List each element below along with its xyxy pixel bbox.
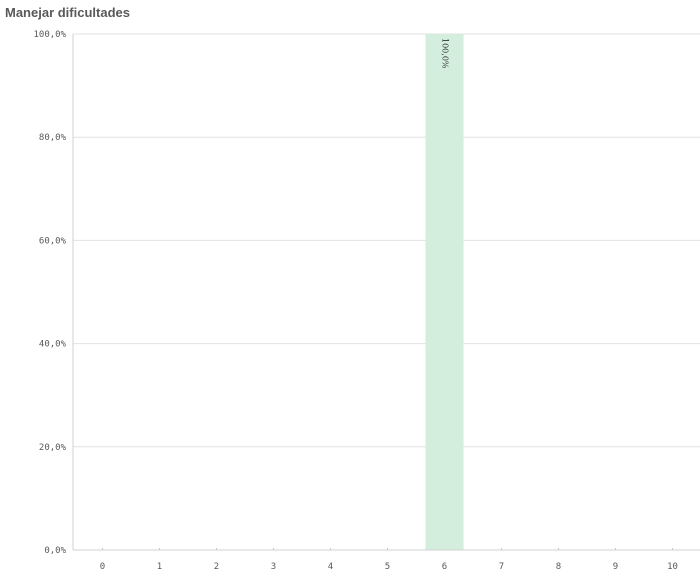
x-tick-label: 2 [214,562,219,572]
y-tick-label: 0,0% [44,546,66,556]
x-tick-label: 6 [442,562,447,572]
x-tick-label: 4 [328,562,333,572]
y-tick-label: 40,0% [39,340,67,350]
x-tick-label: 7 [499,562,504,572]
y-tick-label: 60,0% [39,236,67,246]
y-tick-label: 20,0% [39,443,67,453]
bar-data-label: 100,0% [441,38,450,69]
x-tick-label: 8 [556,562,561,572]
x-tick-label: 3 [271,562,276,572]
x-tick-label: 5 [385,562,390,572]
x-tick-label: 10 [667,562,678,572]
x-tick-label: 0 [100,562,105,572]
y-tick-label: 80,0% [39,133,67,143]
x-tick-label: 9 [613,562,618,572]
y-tick-label: 100,0% [33,30,66,40]
bar [426,34,464,550]
x-tick-label: 1 [157,562,162,572]
